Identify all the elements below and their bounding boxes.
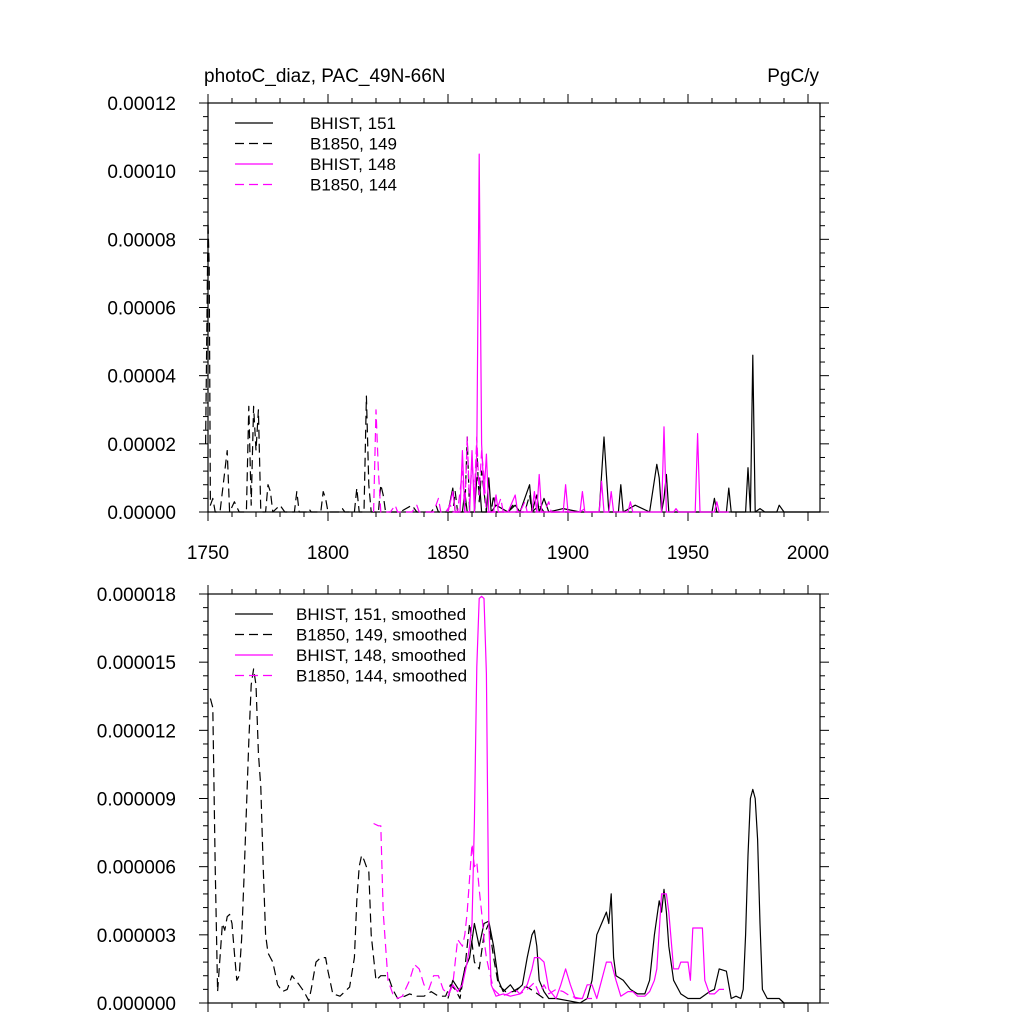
y-tick-label: 0.00012 <box>107 94 176 115</box>
series-line-4 <box>373 409 597 513</box>
legend-label-2: B1850, 149 <box>310 135 397 154</box>
series-line-1 <box>447 788 808 1004</box>
y-tick-label: 0.00004 <box>107 367 176 388</box>
y-tick-label: 0.000009 <box>97 790 176 811</box>
series-line-2 <box>209 668 545 1002</box>
bottom-panel: 0.000000 0.000003 0.000006 0.000009 0.000012… <box>97 585 829 1015</box>
x-tick-label: 2000 <box>787 543 829 564</box>
x-tick-label: 1850 <box>427 543 469 564</box>
series-line-4 <box>373 822 592 1000</box>
x-tick-label: 1950 <box>667 543 709 564</box>
series-line-2 <box>205 221 568 513</box>
units-label: PgC/y <box>767 66 819 87</box>
series-line-3 <box>447 595 724 1000</box>
y-tick-label: 0.00006 <box>107 299 176 320</box>
x-tick-label: 1750 <box>187 543 229 564</box>
y-tick-label: 0.000015 <box>97 653 176 674</box>
legend-label-4: B1850, 144 <box>310 176 397 195</box>
y-tick-label: 0.00000 <box>107 503 176 524</box>
x-tick-label: 1800 <box>307 543 349 564</box>
x-tick-label: 1900 <box>547 543 589 564</box>
legend-label-3: BHIST, 148 <box>310 155 396 174</box>
y-tick-label: 0.00010 <box>107 162 176 183</box>
top-panel: 1750 1800 1850 1900 1950 2000 0.00000 0.00002 0.… <box>107 66 829 564</box>
legend-label-2: B1850, 149, smoothed <box>296 626 467 645</box>
y-tick-label: 0.00008 <box>107 230 176 251</box>
chart-title: photoC_diaz, PAC_49N-66N <box>204 66 446 87</box>
y-tick-label: 0.00002 <box>107 435 176 456</box>
y-tick-label: 0.000012 <box>97 721 176 742</box>
legend-label-4: B1850, 144, smoothed <box>296 667 467 686</box>
y-tick-label: 0.000003 <box>97 926 176 947</box>
legend-label-1: BHIST, 151 <box>310 114 396 133</box>
y-tick-label: 0.000018 <box>97 585 176 606</box>
y-tick-label: 0.000006 <box>97 858 176 879</box>
legend-label-3: BHIST, 148, smoothed <box>296 646 466 665</box>
legend-label-1: BHIST, 151, smoothed <box>296 605 466 624</box>
y-tick-label: 0.000000 <box>97 994 176 1015</box>
